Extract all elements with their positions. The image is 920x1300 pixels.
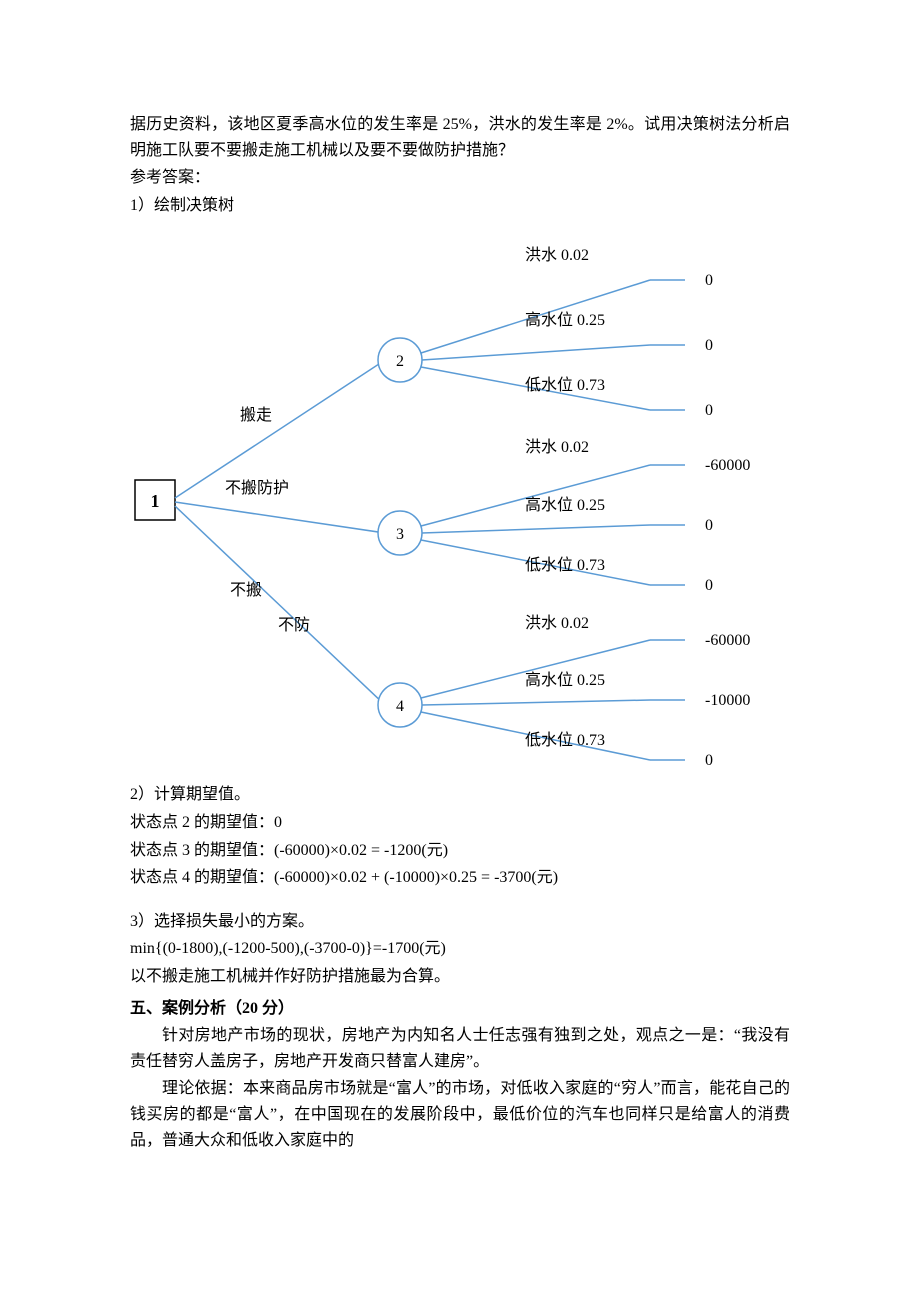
calc-line-3: 状态点 4 的期望值：(-60000)×0.02 + (-10000)×0.25… (130, 865, 790, 891)
step3-label: 3）选择损失最小的方案。 (130, 909, 790, 935)
conclusion: 以不搬走施工机械并作好防护措施最为合算。 (130, 964, 790, 990)
svg-text:高水位 0.25: 高水位 0.25 (525, 311, 605, 329)
svg-text:-60000: -60000 (705, 632, 750, 649)
decision-tree-svg: 1 搬走 不搬防护 不搬 不防 2 3 4 洪水 0.02 高水位 0.25 低… (130, 220, 790, 780)
min-line: min{(0-1800),(-1200-500),(-3700-0)}=-170… (130, 936, 790, 962)
step2-label: 2）计算期望值。 (130, 782, 790, 808)
section5-p2: 理论依据：本来商品房市场就是“富人”的市场，对低收入家庭的“穷人”而言，能花自己… (130, 1076, 790, 1153)
svg-text:2: 2 (396, 353, 404, 370)
svg-text:0: 0 (705, 402, 713, 419)
svg-text:低水位 0.73: 低水位 0.73 (525, 556, 605, 574)
calc-line-2: 状态点 3 的期望值：(-60000)×0.02 = -1200(元) (130, 838, 790, 864)
svg-text:不搬防护: 不搬防护 (225, 479, 289, 497)
svg-text:-10000: -10000 (705, 692, 750, 709)
svg-text:不搬: 不搬 (230, 581, 262, 599)
answer-label: 参考答案： (130, 165, 790, 191)
section5-title: 五、案例分析（20 分） (130, 996, 790, 1022)
svg-text:0: 0 (705, 517, 713, 534)
svg-text:不防: 不防 (278, 616, 310, 634)
step1-label: 1）绘制决策树 (130, 193, 790, 219)
svg-text:洪水 0.02: 洪水 0.02 (525, 246, 589, 264)
svg-text:搬走: 搬走 (240, 406, 272, 424)
svg-text:低水位 0.73: 低水位 0.73 (525, 376, 605, 394)
svg-text:0: 0 (705, 752, 713, 769)
svg-text:洪水 0.02: 洪水 0.02 (525, 614, 589, 632)
svg-text:1: 1 (151, 491, 160, 511)
svg-text:4: 4 (396, 698, 404, 715)
calc-line-1: 状态点 2 的期望值：0 (130, 810, 790, 836)
decision-tree-diagram: 1 搬走 不搬防护 不搬 不防 2 3 4 洪水 0.02 高水位 0.25 低… (130, 220, 790, 780)
svg-text:高水位 0.25: 高水位 0.25 (525, 671, 605, 689)
svg-text:低水位 0.73: 低水位 0.73 (525, 731, 605, 749)
section5-p1: 针对房地产市场的现状，房地产为内知名人士任志强有独到之处，观点之一是：“我没有责… (130, 1023, 790, 1074)
intro-paragraph: 据历史资料，该地区夏季高水位的发生率是 25%，洪水的发生率是 2%。试用决策树… (130, 112, 790, 163)
svg-text:洪水 0.02: 洪水 0.02 (525, 438, 589, 456)
svg-text:-60000: -60000 (705, 457, 750, 474)
svg-text:0: 0 (705, 337, 713, 354)
svg-text:0: 0 (705, 272, 713, 289)
svg-text:3: 3 (396, 526, 404, 543)
svg-text:0: 0 (705, 577, 713, 594)
svg-text:高水位 0.25: 高水位 0.25 (525, 496, 605, 514)
